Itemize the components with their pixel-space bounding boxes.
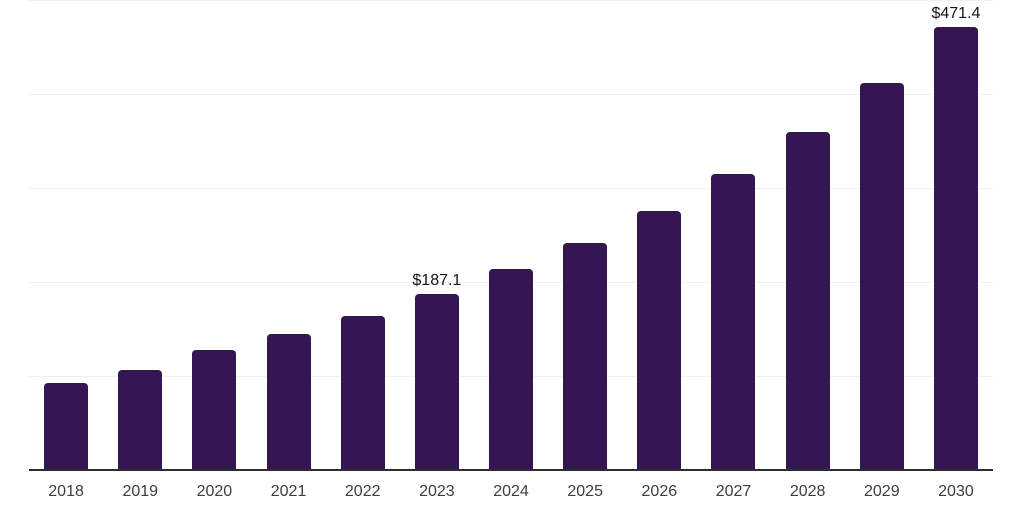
bar-slot-2022 xyxy=(326,0,400,470)
bar-slot-2025 xyxy=(548,0,622,470)
x-tick-2021: 2021 xyxy=(270,483,307,500)
gridline-300 xyxy=(29,188,993,189)
gridline-400 xyxy=(29,94,993,95)
bar-slot-2027 xyxy=(696,0,770,470)
bar-2024 xyxy=(489,269,534,470)
bar-2030 xyxy=(933,26,978,470)
bars: $187.1 $471.4 xyxy=(29,0,993,470)
bar-2026 xyxy=(637,210,682,470)
bar-slot-2024 xyxy=(474,0,548,470)
bar-2027 xyxy=(711,173,756,470)
bar-2028 xyxy=(785,131,830,470)
bar-2022 xyxy=(340,316,385,470)
value-label-2023: $187.1 xyxy=(412,272,462,290)
x-tick-2028: 2028 xyxy=(789,483,826,500)
bar-slot-2023: $187.1 xyxy=(400,0,474,470)
x-tick-2030: 2030 xyxy=(938,483,974,500)
x-tick-2019: 2019 xyxy=(122,483,159,500)
x-tick-2020: 2020 xyxy=(196,483,233,500)
bar-slot-2028 xyxy=(771,0,845,470)
x-tick-2025: 2025 xyxy=(567,483,603,500)
x-tick-2024: 2024 xyxy=(493,483,529,500)
x-tick-2023: 2023 xyxy=(419,483,455,500)
bar-2025 xyxy=(563,243,608,470)
bar-2023 xyxy=(414,294,459,470)
bar-2018 xyxy=(44,383,89,470)
x-axis-line xyxy=(29,469,993,471)
bar-2019 xyxy=(118,369,163,470)
x-tick-2029: 2029 xyxy=(864,483,900,500)
bar-slot-2029 xyxy=(845,0,919,470)
bar-slot-2019 xyxy=(103,0,177,470)
bar-slot-2020 xyxy=(177,0,251,470)
bar-2020 xyxy=(192,350,237,470)
bar-slot-2021 xyxy=(251,0,325,470)
bar-slot-2030: $471.4 xyxy=(919,0,993,470)
bar-slot-2018 xyxy=(29,0,103,470)
x-tick-2018: 2018 xyxy=(48,483,84,500)
x-tick-2027: 2027 xyxy=(715,483,752,500)
bar-slot-2026 xyxy=(622,0,696,470)
x-tick-2026: 2026 xyxy=(641,483,678,500)
plot-area: $187.1 $471.4 xyxy=(29,0,993,470)
bar-2029 xyxy=(859,83,904,470)
x-axis-labels: 2018 2019 2020 2021 2022 2023 2024 2025 2026 2027… xyxy=(29,482,993,501)
value-label-2030: $471.4 xyxy=(931,4,981,22)
x-tick-2022: 2022 xyxy=(344,483,381,500)
bar-2021 xyxy=(266,334,311,470)
gridline-500 xyxy=(29,0,993,1)
